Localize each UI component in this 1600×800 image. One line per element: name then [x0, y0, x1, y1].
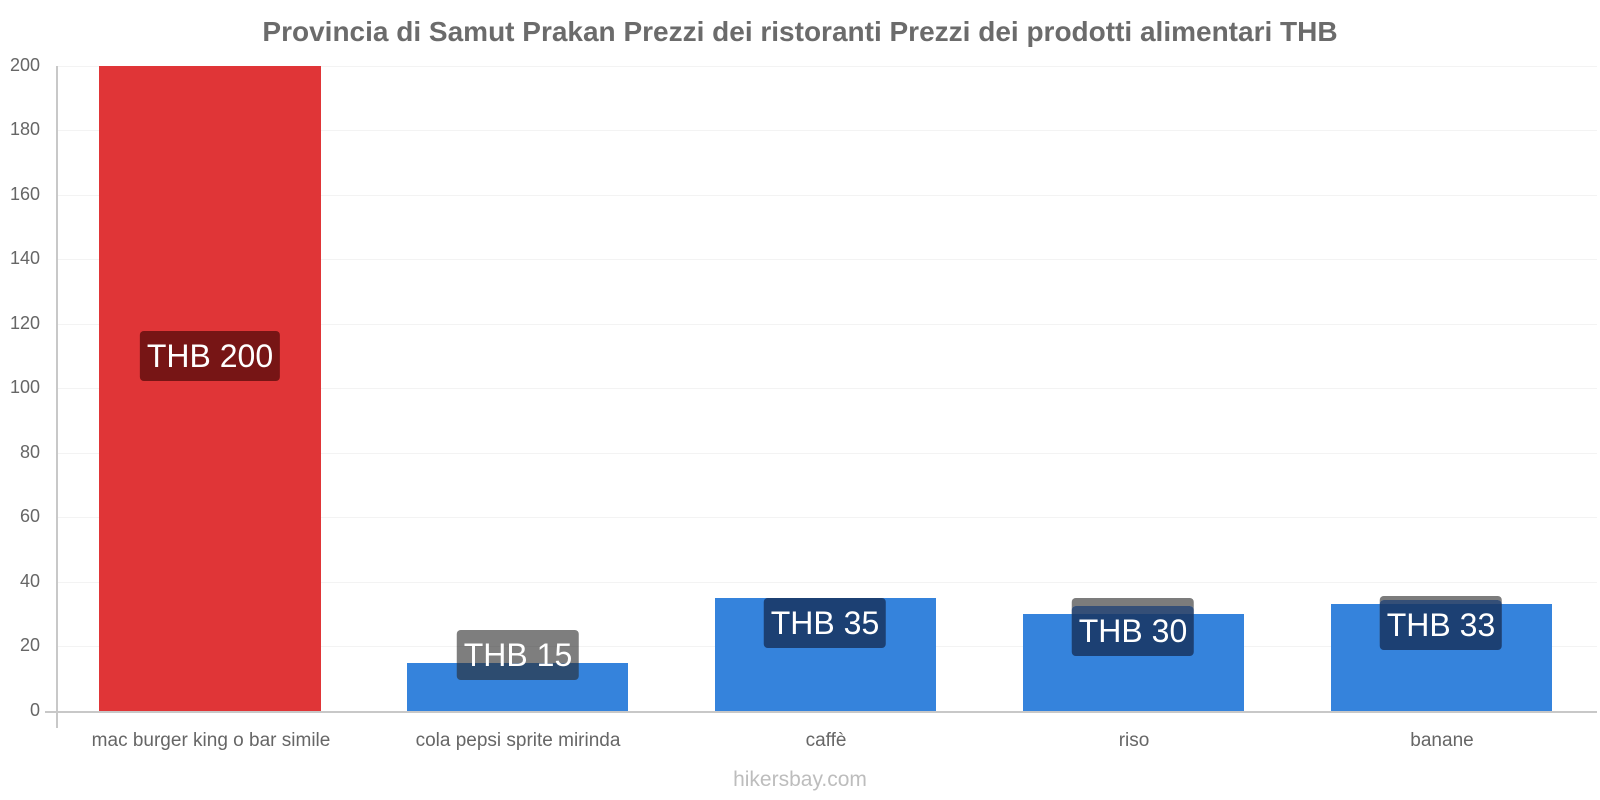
- watermark: hikersbay.com: [733, 768, 867, 791]
- x-tick-label: banane: [1410, 730, 1474, 751]
- gridline: [57, 259, 1597, 260]
- value-label: THB 200: [139, 331, 281, 381]
- bar-mac-burger-king[interactable]: [99, 66, 321, 711]
- x-tick-label: caffè: [805, 730, 847, 751]
- gridline: [57, 195, 1597, 196]
- value-label: THB 15: [456, 630, 580, 680]
- y-tick-label: 100: [9, 377, 40, 397]
- gridline: [57, 517, 1597, 518]
- y-tick-label: 200: [9, 55, 40, 75]
- y-tick-label: 20: [19, 635, 40, 655]
- y-tick-label: 160: [9, 184, 40, 204]
- y-tick-label: 140: [9, 248, 40, 268]
- chart-title: Provincia di Samut Prakan Prezzi dei ris…: [262, 16, 1338, 47]
- gridline: [57, 130, 1597, 131]
- value-label: THB 33: [1379, 600, 1503, 650]
- value-label: THB 30: [1071, 606, 1195, 656]
- gridline: [57, 453, 1597, 454]
- y-tick-label: 60: [19, 506, 40, 526]
- x-tick-label: riso: [1118, 730, 1150, 751]
- gridline: [57, 324, 1597, 325]
- y-tick-label: 120: [9, 313, 40, 333]
- gridline: [57, 66, 1597, 67]
- gridline: [57, 388, 1597, 389]
- y-axis: [56, 66, 58, 728]
- x-axis: [45, 711, 1597, 713]
- y-tick-label: 40: [19, 571, 40, 591]
- y-tick-label: 0: [29, 700, 40, 720]
- x-tick-label: mac burger king o bar simile: [91, 730, 331, 751]
- gridline: [57, 582, 1597, 583]
- value-label: THB 35: [763, 598, 887, 648]
- y-tick-label: 180: [9, 119, 40, 139]
- y-tick-label: 80: [19, 442, 40, 462]
- x-tick-label: cola pepsi sprite mirinda: [415, 730, 621, 751]
